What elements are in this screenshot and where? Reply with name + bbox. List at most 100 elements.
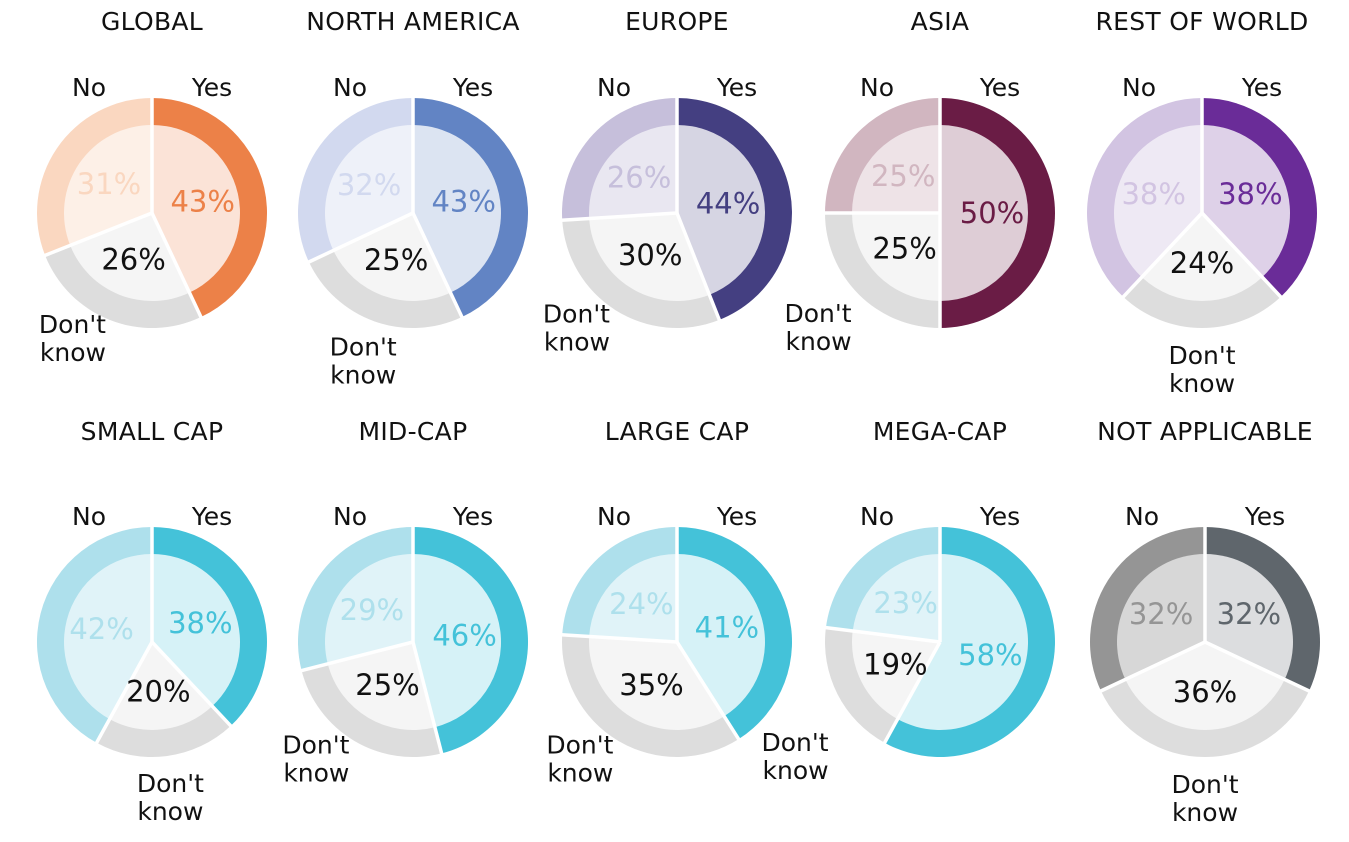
slice-no-inner [1117,554,1205,680]
category-label-dont-know-line2: know [40,338,106,367]
category-label-no: No [860,73,894,102]
panel-title: MEGA-CAP [873,417,1007,446]
slice-separator [561,632,678,644]
category-label-no: No [333,502,367,531]
data-label-dont-know: 26% [101,243,165,277]
data-label-no: 23% [873,586,937,620]
slice-separator [150,212,203,319]
slice-yes-inner [152,125,240,293]
panel-title: EUROPE [625,7,729,36]
category-label-yes: Yes [979,73,1020,102]
category-label-yes: Yes [191,73,232,102]
slice-separator [1099,640,1206,693]
slice-separator [561,211,678,223]
category-label-dont-know: Don't [137,769,204,798]
slice-separator [411,212,464,319]
category-label-yes: Yes [716,73,757,102]
category-label-dont-know-line2: know [547,759,613,788]
category-label-yes: Yes [452,502,493,531]
panel-title: GLOBAL [101,7,203,36]
data-label-no: 29% [340,593,404,627]
slice-yes-inner [152,554,241,707]
panel-title: ASIA [911,7,970,36]
data-label-dont-know: 24% [1170,246,1234,280]
category-label-yes: Yes [191,502,232,531]
data-label-dont-know: 35% [619,668,683,702]
category-label-yes: Yes [452,73,493,102]
data-label-no: 32% [337,168,401,202]
category-label-dont-know: Don't [39,310,106,339]
slice-yes-inner [1205,554,1293,680]
panel-title: NOT APPLICABLE [1097,417,1313,446]
slice-yes-inner [413,125,501,293]
slice-separator [1204,640,1311,693]
data-label-yes: 43% [431,185,495,219]
panel-title: LARGE CAP [605,417,749,446]
data-label-dont-know: 19% [863,648,927,682]
data-label-no: 26% [607,160,671,194]
slice-dont-know-inner [588,636,725,730]
category-label-dont-know: Don't [1171,770,1238,799]
category-label-no: No [333,73,367,102]
slice-yes-inner [1202,125,1291,278]
data-label-yes: 50% [960,196,1024,230]
data-label-yes: 44% [696,186,760,220]
data-label-no: 31% [77,167,141,201]
category-label-no: No [597,73,631,102]
data-label-dont-know: 36% [1173,675,1237,709]
slice-no-inner [852,554,940,642]
category-label-no: No [72,73,106,102]
data-label-yes: 38% [168,606,232,640]
data-label-no: 24% [609,587,673,621]
data-label-no: 42% [69,612,133,646]
slice-dont-know-inner [1125,642,1285,730]
category-label-no: No [860,502,894,531]
category-label-dont-know: Don't [1168,341,1235,370]
panel-title: NORTH AMERICA [306,7,520,36]
slice-yes-inner [897,554,1029,730]
slice-dont-know-inner [589,213,710,301]
slice-dont-know-inner [109,642,213,730]
slice-no-inner [324,554,413,664]
category-label-dont-know-line2: know [1172,798,1238,827]
slice-separator [675,641,741,741]
category-label-dont-know-line2: know [137,797,203,826]
data-label-dont-know: 25% [355,668,419,702]
data-label-no: 38% [1121,177,1185,211]
data-label-yes: 32% [1217,597,1281,631]
panel-title: REST OF WORLD [1095,7,1308,36]
slice-yes-inner [677,125,765,295]
category-label-dont-know: Don't [330,332,397,361]
slice-dont-know-inner [851,630,940,720]
data-label-yes: 41% [695,611,759,645]
slice-dont-know-inner [852,213,940,301]
slice-separator [824,625,941,644]
data-label-no: 25% [871,159,935,193]
slice-no-inner [64,125,152,246]
category-label-dont-know-line2: know [763,756,829,785]
category-label-no: No [72,502,106,531]
data-label-yes: 58% [958,638,1022,672]
category-label-no: No [1125,502,1159,531]
category-label-no: No [1122,73,1156,102]
slice-no-inner [325,125,413,251]
category-label-yes: Yes [1241,73,1282,102]
slice-dont-know-inner [327,642,435,731]
slice-separator [94,641,154,745]
slice-separator [411,641,444,755]
slice-separator [150,640,233,728]
data-label-dont-know: 25% [364,243,428,277]
category-label-dont-know: Don't [543,300,610,329]
data-label-yes: 38% [1218,177,1282,211]
slice-no-inner [589,554,677,642]
slice-separator [1121,211,1204,299]
slice-separator [43,211,153,258]
